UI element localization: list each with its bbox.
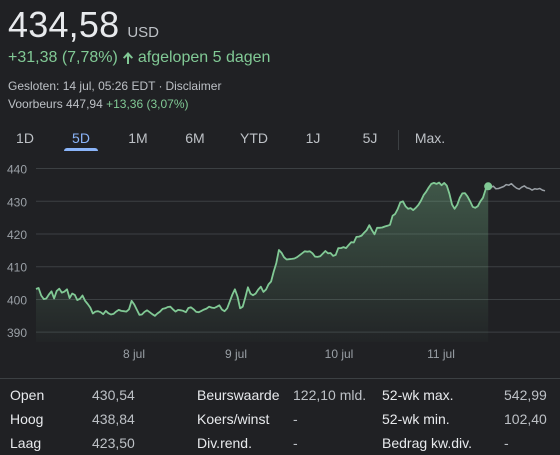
tab-5d[interactable]: 5D — [72, 130, 90, 146]
x-tick-label: 11 jul — [427, 347, 455, 361]
premarket-info: Voorbeurs 447,94 +13,36 (3,07%) — [8, 97, 188, 111]
stat-value: - — [293, 411, 298, 427]
premarket-label: Voorbeurs — [8, 97, 63, 111]
stat-label: 52-wk min. — [382, 411, 450, 427]
y-tick-label: 390 — [7, 326, 27, 340]
stat-label: Bedrag kw.div. — [382, 435, 473, 451]
key-stats: Open 430,54 Hoog 438,84 Laag 423,50 Beur… — [0, 378, 560, 455]
stat-value: 542,99 — [504, 387, 547, 403]
y-tick-label: 410 — [7, 261, 27, 275]
tab-6m[interactable]: 6M — [185, 130, 205, 146]
stat-value: 423,50 — [92, 435, 135, 451]
stat-value: 430,54 — [92, 387, 135, 403]
current-price: 434,58 — [8, 4, 120, 45]
stat-value: - — [504, 435, 509, 451]
premarket-price: 447,94 — [66, 97, 103, 111]
closed-time: 14 jul, 05:26 EDT — [62, 79, 156, 93]
active-tab-indicator — [64, 148, 98, 151]
close-point-marker — [484, 182, 493, 191]
tab-1m[interactable]: 1M — [128, 130, 148, 146]
tab-divider — [398, 130, 399, 150]
stat-label: Div.rend. — [197, 435, 252, 451]
stat-label: Koers/winst — [197, 411, 270, 427]
arrow-up-icon — [122, 52, 133, 64]
stat-value: 102,40 — [504, 411, 547, 427]
range-tabs: 1D 5D 1M 6M YTD 1J 5J Max. — [0, 124, 560, 154]
price-area-fill — [36, 182, 489, 342]
premarket-change: +13,36 (3,07%) — [106, 97, 189, 111]
y-tick-label: 420 — [7, 228, 27, 242]
tab-1d[interactable]: 1D — [16, 130, 34, 146]
tab-1j[interactable]: 1J — [305, 130, 321, 146]
price-chart[interactable]: 390 400 410 420 430 440 8 jul 9 jul 10 jul 11 jul — [0, 162, 560, 370]
stat-label: Laag — [10, 435, 42, 451]
price-change: +31,38 (7,78%) — [8, 49, 118, 66]
stat-label: 52-wk max. — [382, 387, 454, 403]
y-tick-label: 430 — [7, 195, 27, 209]
stat-value: 122,10 mld. — [293, 387, 367, 403]
market-status: Gesloten: 14 jul, 05:26 EDT · Disclaimer — [8, 79, 222, 93]
stat-label: Hoog — [10, 411, 44, 427]
price-change-row: +31,38 (7,78%) afgelopen 5 dagen — [8, 49, 270, 67]
disclaimer-link[interactable]: Disclaimer — [165, 79, 222, 93]
stat-label: Beurswaarde — [197, 387, 280, 403]
currency-label: USD — [127, 24, 159, 41]
after-hours-line — [487, 182, 546, 192]
closed-label: Gesloten: — [8, 79, 60, 93]
x-tick-label: 10 jul — [325, 347, 354, 361]
tab-max[interactable]: Max. — [414, 130, 446, 146]
x-tick-label: 9 jul — [225, 347, 247, 361]
stat-label: Open — [10, 387, 45, 403]
x-tick-label: 8 jul — [123, 347, 145, 361]
price-line — [35, 181, 489, 317]
stat-value: 438,84 — [92, 411, 135, 427]
price-row: 434,58 USD — [8, 4, 159, 46]
tab-ytd[interactable]: YTD — [240, 130, 268, 146]
tab-5j[interactable]: 5J — [362, 130, 378, 146]
stat-value: - — [293, 435, 298, 451]
y-tick-label: 400 — [7, 293, 27, 307]
y-tick-label: 440 — [7, 163, 27, 177]
change-period: afgelopen 5 dagen — [137, 49, 271, 66]
